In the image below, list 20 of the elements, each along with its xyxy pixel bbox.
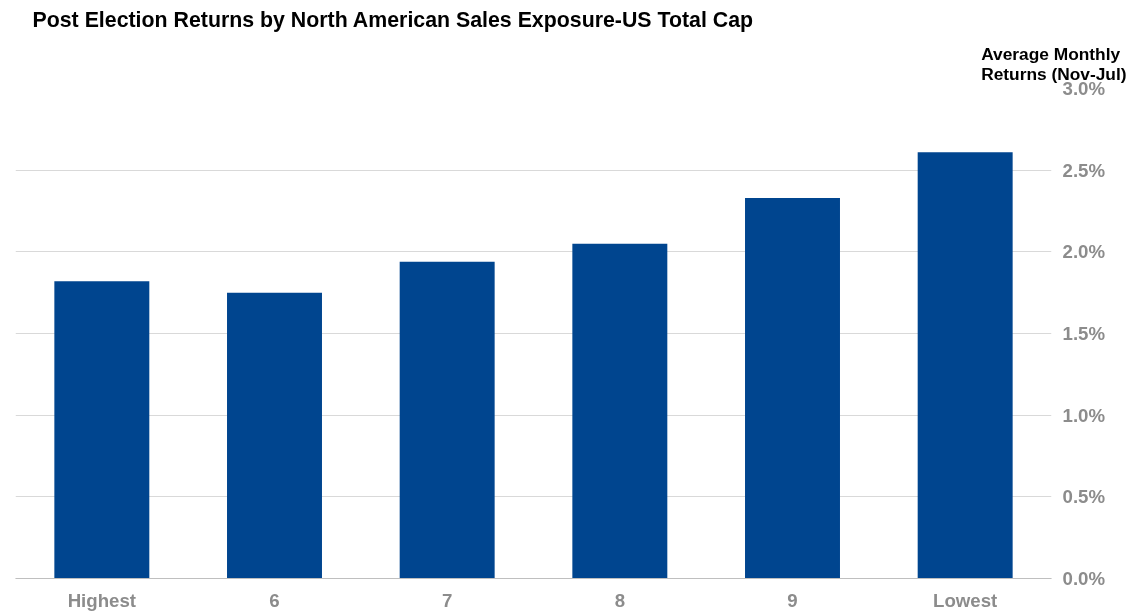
y-tick-label: 0.5% [1062,486,1106,508]
y-tick-label: 1.5% [1062,323,1106,344]
y-tick-label: 2.0% [1062,241,1106,263]
y-axis-title: Average Monthly Returns (Nov-Jul) [981,43,1127,84]
x-tick-label: 7 [441,589,453,611]
bar [227,292,322,579]
bar [572,243,668,579]
y-tick-label: 1.0% [1062,404,1106,426]
bar [54,281,150,579]
x-tick-label: 6 [269,589,280,611]
bar [399,261,495,579]
x-tick-label: 9 [787,589,798,611]
chart-title: Post Election Returns by North American Sales Exposure-US Total Cap [32,7,754,32]
bar [745,197,840,579]
y-tick-label: 2.5% [1062,159,1106,181]
y-tick-label: 0.0% [1062,568,1106,589]
x-tick-label: 8 [614,589,626,611]
x-tick-label: Highest [67,589,137,611]
x-tick-label: Lowest [933,589,998,611]
bar [917,152,1013,579]
